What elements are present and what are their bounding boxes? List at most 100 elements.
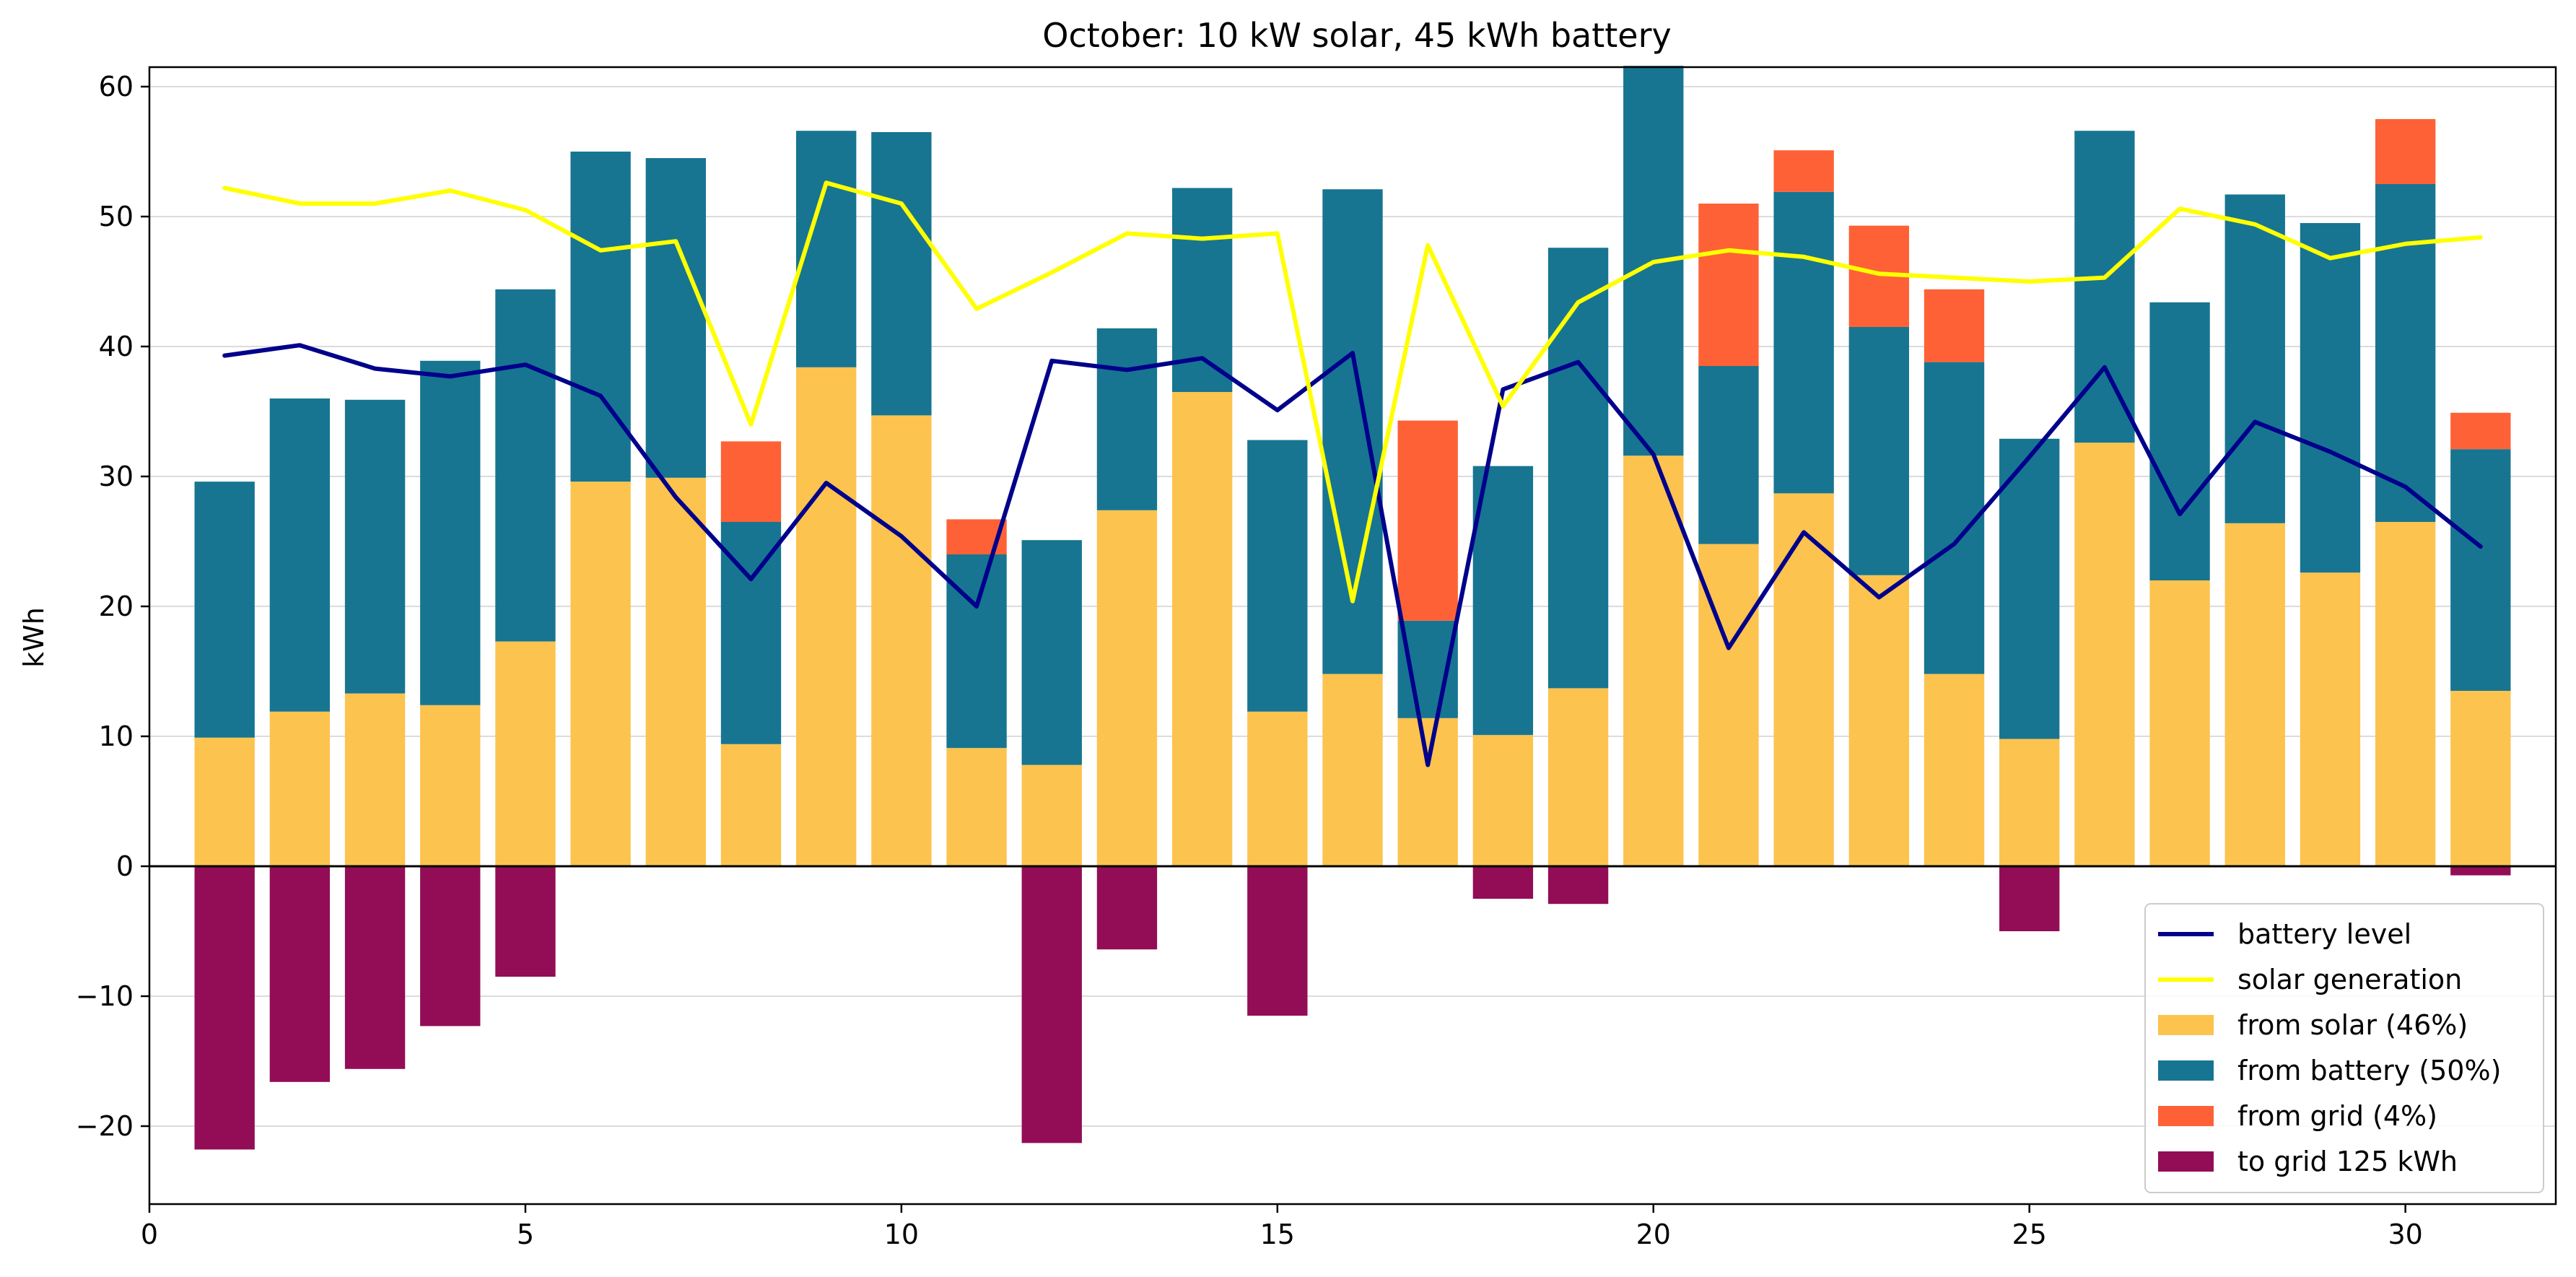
bar-from-grid-day-21 xyxy=(1698,204,1759,366)
bar-from-battery-day-1 xyxy=(194,481,255,738)
line-solar-generation xyxy=(222,180,2483,603)
bar-to-grid-day-15 xyxy=(1247,866,1308,1016)
x-tick-label: 5 xyxy=(517,1219,534,1250)
bar-from-solar-day-25 xyxy=(1999,738,2060,866)
bar-from-battery-day-19 xyxy=(1547,248,1609,689)
bar-from-solar-day-7 xyxy=(645,477,706,866)
y-tick-label: 30 xyxy=(99,461,134,492)
y-tick-label: 10 xyxy=(99,720,134,752)
y-tick-label: 50 xyxy=(99,201,134,232)
legend-label: battery level xyxy=(2237,918,2411,950)
bar-from-solar-day-23 xyxy=(1848,575,1909,866)
bar-from-battery-day-6 xyxy=(570,152,631,482)
bar-to-grid-day-5 xyxy=(495,866,556,977)
bar-from-battery-day-29 xyxy=(2300,223,2361,573)
bar-from-solar-day-6 xyxy=(570,481,631,866)
bar-from-solar-day-20 xyxy=(1623,456,1684,866)
bar-from-battery-day-11 xyxy=(946,554,1007,749)
legend-swatch-from-grid xyxy=(2158,1106,2214,1126)
legend-swatch-from-battery xyxy=(2158,1060,2214,1081)
bar-to-grid-day-19 xyxy=(1547,866,1609,905)
legend-label: from grid (4%) xyxy=(2237,1100,2437,1132)
bar-from-solar-day-8 xyxy=(720,744,782,866)
bar-to-grid-day-4 xyxy=(420,866,481,1027)
bar-from-solar-day-3 xyxy=(344,693,406,866)
bar-from-solar-day-14 xyxy=(1171,392,1233,866)
bar-from-solar-day-28 xyxy=(2224,523,2285,866)
bar-from-battery-day-12 xyxy=(1021,540,1082,765)
bar-from-battery-day-10 xyxy=(871,132,932,416)
bar-to-grid-day-18 xyxy=(1472,866,1534,899)
bar-from-solar-day-9 xyxy=(796,367,857,866)
bar-from-solar-day-1 xyxy=(194,737,255,866)
bar-from-solar-day-24 xyxy=(1924,674,1985,866)
x-tick-label: 30 xyxy=(2388,1219,2422,1250)
chart-title: October: 10 kW solar, 45 kWh battery xyxy=(1042,16,1671,55)
bar-from-solar-day-17 xyxy=(1397,718,1458,866)
bar-from-solar-day-30 xyxy=(2375,522,2436,866)
bar-to-grid-day-12 xyxy=(1021,866,1082,1143)
bar-from-battery-day-21 xyxy=(1698,366,1759,544)
y-tick-label: 0 xyxy=(116,850,134,882)
bar-from-battery-day-7 xyxy=(645,158,706,478)
bar-from-solar-day-18 xyxy=(1472,735,1534,866)
y-tick-label: 20 xyxy=(99,590,134,622)
bar-from-battery-day-31 xyxy=(2450,449,2511,691)
y-axis-label: kWh xyxy=(18,607,50,668)
x-tick-label: 15 xyxy=(1260,1219,1295,1250)
bar-from-solar-day-19 xyxy=(1547,688,1609,866)
bar-to-grid-day-2 xyxy=(269,866,331,1082)
bar-from-grid-day-17 xyxy=(1397,420,1458,621)
bar-from-battery-day-5 xyxy=(495,289,556,642)
bar-to-grid-day-1 xyxy=(194,866,255,1150)
bar-from-battery-day-3 xyxy=(344,399,406,694)
legend-swatch-from-solar xyxy=(2158,1015,2214,1035)
bar-from-battery-day-13 xyxy=(1096,328,1158,510)
bar-to-grid-day-13 xyxy=(1096,866,1158,950)
bar-from-solar-day-16 xyxy=(1322,674,1383,866)
bar-to-grid-day-3 xyxy=(344,866,406,1069)
bars xyxy=(194,66,2511,1150)
axes: 0 5 10 15 20 25 30 −20 −10 0 10 20 30 40 50 60 xyxy=(76,66,2557,1250)
bar-from-solar-day-12 xyxy=(1021,764,1082,866)
bar-from-grid-day-8 xyxy=(720,441,782,522)
legend-label: solar generation xyxy=(2237,964,2462,995)
legend-label: from battery (50%) xyxy=(2237,1055,2501,1086)
legend-label: from solar (46%) xyxy=(2237,1009,2468,1041)
bar-from-battery-day-4 xyxy=(420,360,481,705)
bar-from-grid-day-22 xyxy=(1773,150,1834,192)
bar-from-solar-day-26 xyxy=(2074,443,2135,866)
bar-from-solar-day-29 xyxy=(2300,572,2361,866)
bar-from-solar-day-11 xyxy=(946,748,1007,866)
y-tick-label: −20 xyxy=(76,1110,134,1142)
legend-label: to grid 125 kWh xyxy=(2237,1146,2458,1177)
bar-from-solar-day-2 xyxy=(269,711,331,866)
x-tick-label: 25 xyxy=(2012,1219,2047,1250)
y-tick-label: 60 xyxy=(99,71,134,103)
x-tick-label: 20 xyxy=(1636,1219,1671,1250)
bar-from-battery-day-2 xyxy=(269,398,331,712)
bar-from-battery-day-18 xyxy=(1472,466,1534,736)
bar-from-battery-day-30 xyxy=(2375,184,2436,522)
bar-from-battery-day-25 xyxy=(1999,438,2060,739)
bar-from-battery-day-22 xyxy=(1773,191,1834,494)
bar-from-grid-day-24 xyxy=(1924,289,1985,362)
x-tick-label: 10 xyxy=(884,1219,919,1250)
bar-from-solar-day-27 xyxy=(2149,580,2210,866)
bar-from-battery-day-28 xyxy=(2224,194,2285,523)
legend: battery level solar generation from solar … xyxy=(2144,903,2544,1193)
bar-from-battery-day-23 xyxy=(1848,327,1909,575)
bar-from-solar-day-10 xyxy=(871,415,932,866)
bar-from-grid-day-31 xyxy=(2450,412,2511,450)
line-battery-level xyxy=(222,343,2483,767)
bar-from-solar-day-13 xyxy=(1096,510,1158,866)
bar-from-solar-day-31 xyxy=(2450,691,2511,866)
plot-frame xyxy=(148,66,2557,1206)
bar-to-grid-day-31 xyxy=(2450,866,2511,876)
bar-from-solar-day-5 xyxy=(495,641,556,866)
bar-from-solar-day-22 xyxy=(1773,493,1834,866)
bar-from-solar-day-4 xyxy=(420,705,481,866)
y-tick-label: −10 xyxy=(76,980,134,1012)
